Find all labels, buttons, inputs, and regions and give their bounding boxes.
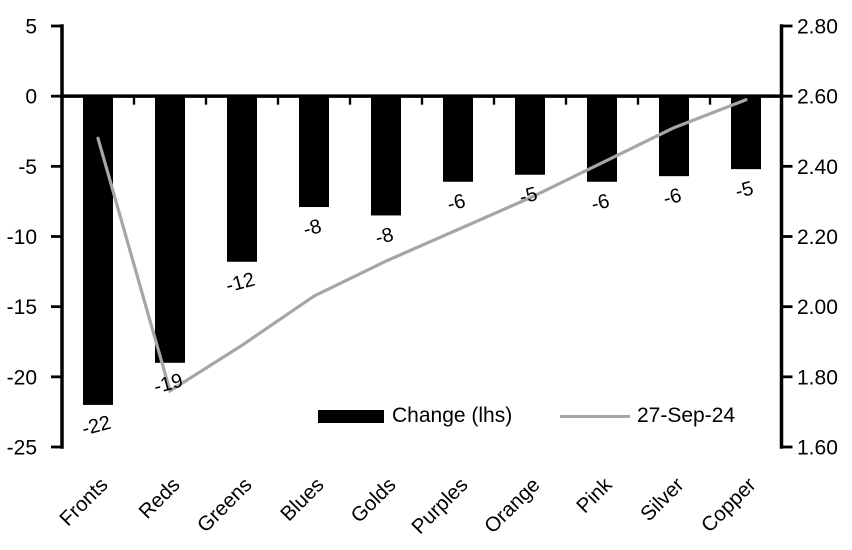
left-axis-tick-label: -25 bbox=[7, 437, 37, 460]
right-axis-tick-label: 2.20 bbox=[797, 226, 838, 249]
category-label-purples: Purples bbox=[407, 473, 472, 538]
right-axis-tick-label: 2.80 bbox=[797, 16, 838, 39]
bar-silver bbox=[659, 96, 689, 177]
bar-orange bbox=[515, 96, 545, 175]
category-label-fronts: Fronts bbox=[55, 473, 112, 530]
category-label-orange: Orange bbox=[480, 473, 545, 538]
category-label-golds: Golds bbox=[346, 473, 400, 527]
bar-data-label: -6 bbox=[661, 184, 684, 210]
bar-golds bbox=[371, 96, 401, 216]
category-label-reds: Reds bbox=[134, 473, 184, 523]
bar-data-label: -6 bbox=[589, 190, 612, 216]
bar-data-label: -8 bbox=[301, 215, 324, 241]
bar-data-label: -12 bbox=[224, 269, 258, 298]
left-axis-tick-label: 0 bbox=[25, 86, 37, 109]
left-axis-tick-label: -15 bbox=[7, 296, 37, 319]
category-label-pink: Pink bbox=[572, 473, 617, 518]
left-axis-tick-label: 5 bbox=[25, 16, 37, 39]
right-axis-tick-label: 1.60 bbox=[797, 437, 838, 460]
category-label-blues: Blues bbox=[276, 473, 329, 526]
bar-data-label: -6 bbox=[445, 190, 468, 216]
bar-fronts bbox=[83, 96, 113, 405]
left-axis-tick-label: -10 bbox=[7, 226, 37, 249]
bar-copper bbox=[731, 96, 761, 170]
category-label-silver: Silver bbox=[636, 473, 689, 526]
right-axis-tick-label: 2.60 bbox=[797, 86, 838, 109]
left-axis-tick-label: -20 bbox=[7, 366, 37, 389]
right-axis-tick-label: 2.40 bbox=[797, 156, 838, 179]
left-axis-tick-label: -5 bbox=[18, 156, 37, 179]
bar-data-label: -8 bbox=[373, 224, 396, 250]
bar-data-label: -19 bbox=[152, 370, 186, 399]
category-label-copper: Copper bbox=[697, 473, 761, 537]
right-axis-tick-label: 2.00 bbox=[797, 296, 838, 319]
bar-greens bbox=[227, 96, 257, 262]
bar-blues bbox=[299, 96, 329, 208]
category-label-greens: Greens bbox=[193, 473, 257, 537]
line-series bbox=[96, 98, 748, 394]
bar-data-label: -5 bbox=[733, 177, 756, 203]
bar-reds bbox=[155, 96, 185, 363]
bar-purples bbox=[443, 96, 473, 182]
right-axis-tick-label: 1.80 bbox=[797, 366, 838, 389]
bar-data-label: -5 bbox=[517, 183, 540, 209]
bar-data-label: -22 bbox=[80, 412, 114, 441]
